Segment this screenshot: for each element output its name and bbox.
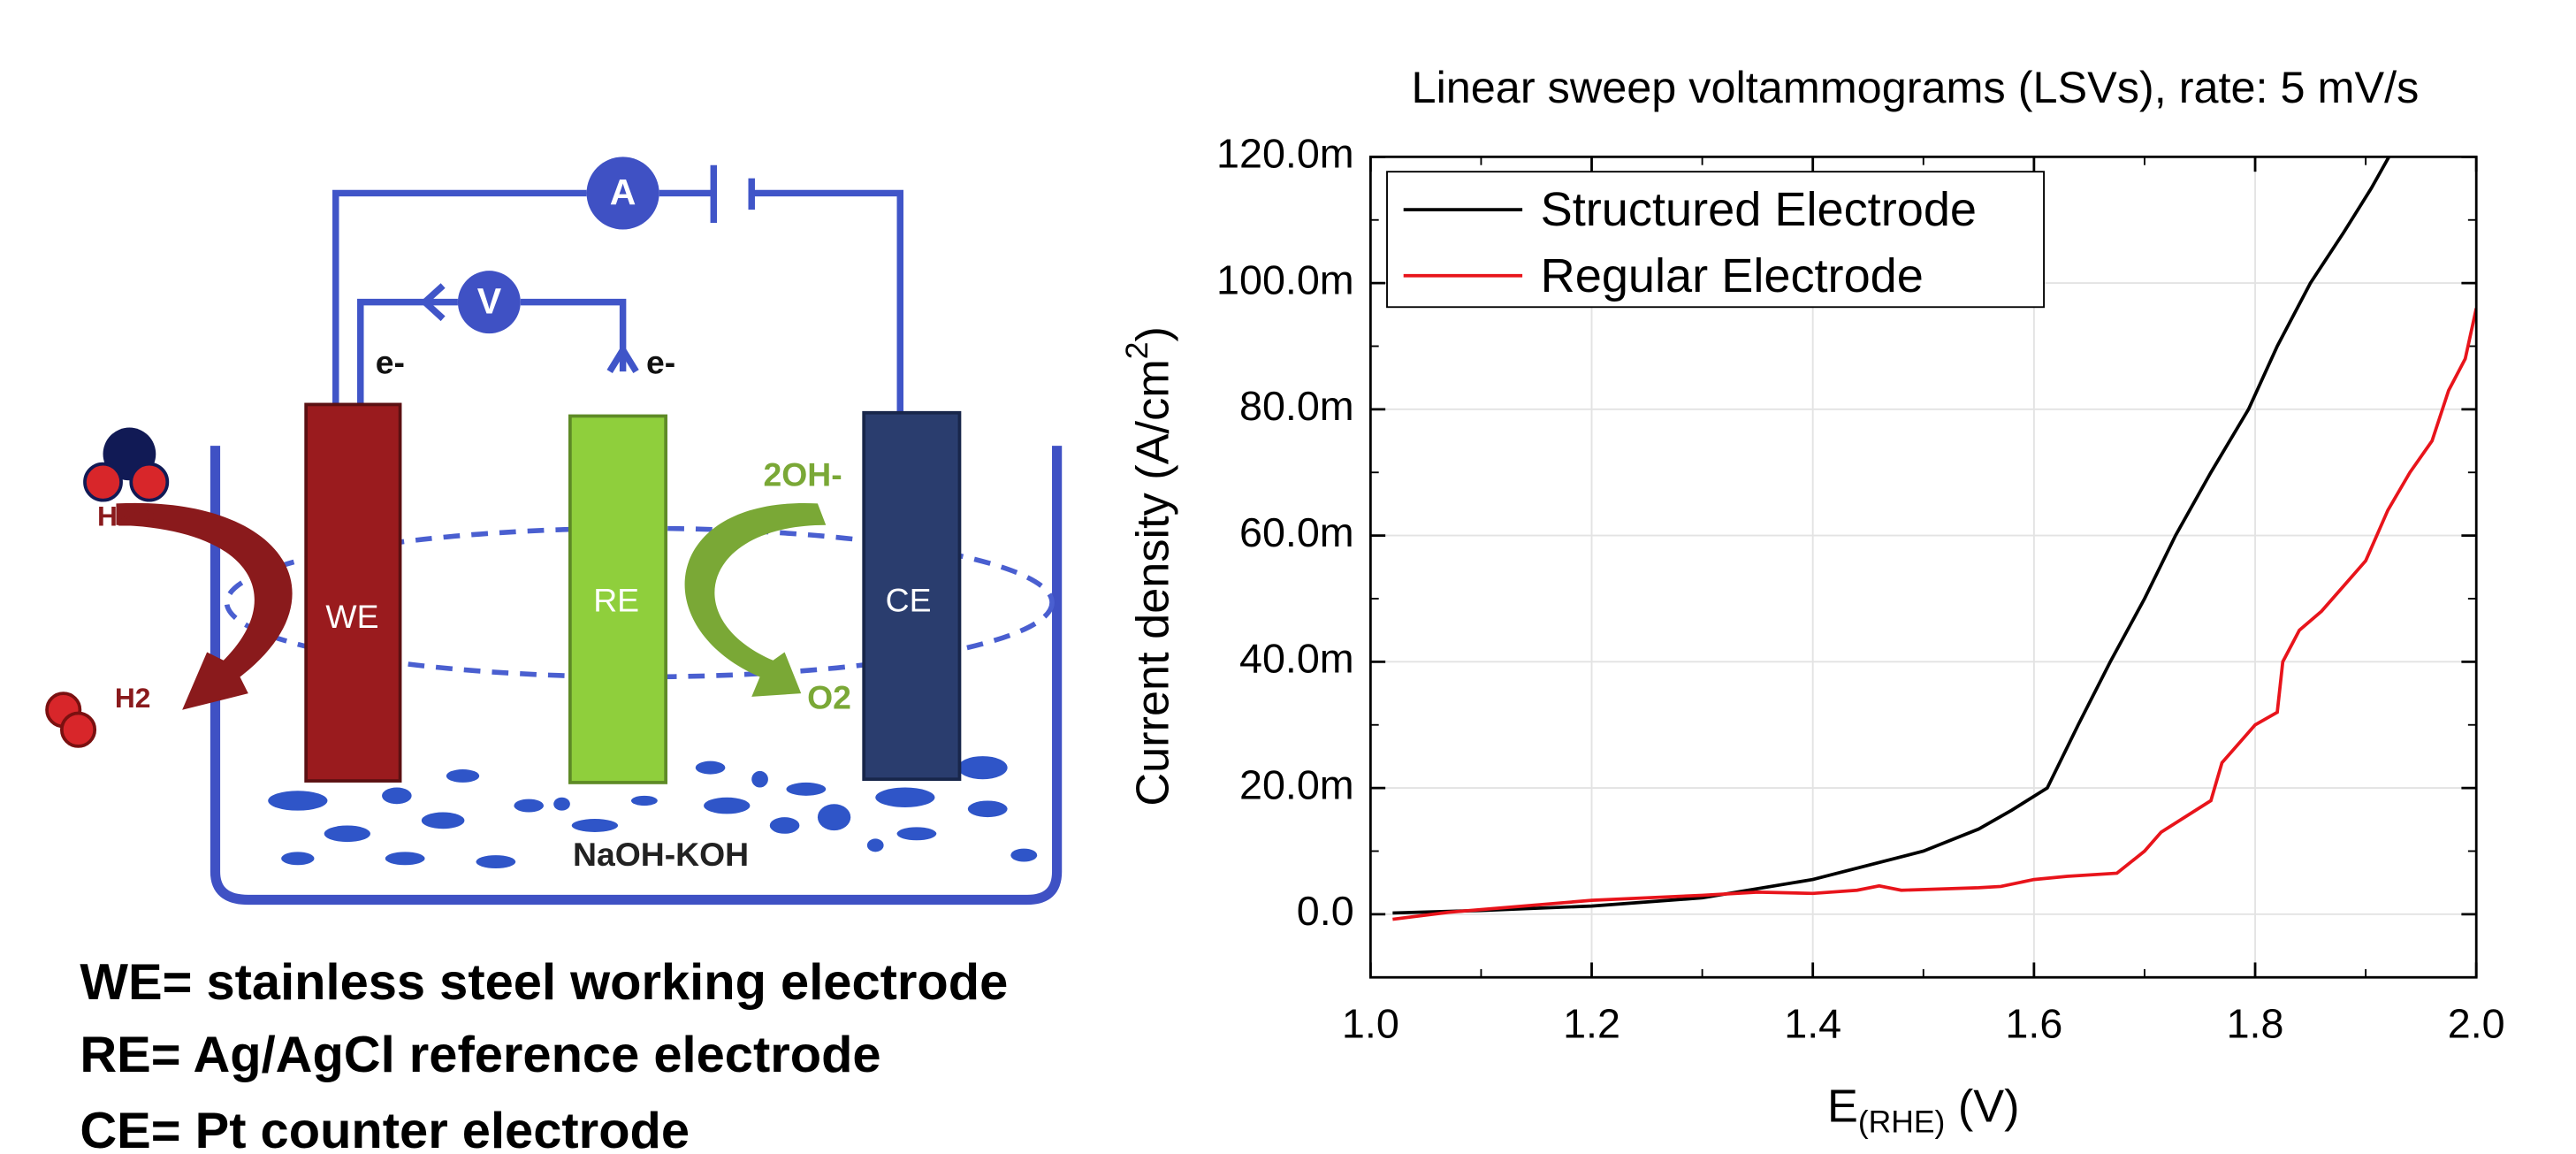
beaker (210, 446, 1063, 906)
oh-label: 2OH- (764, 455, 842, 493)
legend-label: Structured Electrode (1541, 183, 1977, 236)
chart-title: Linear sweep voltammograms (LSVs), rate:… (1412, 62, 2420, 112)
x-tick-label: 1.6 (2005, 1001, 2062, 1047)
legend-box (1386, 171, 2045, 309)
molecule (59, 711, 97, 748)
x-tick-label: 2.0 (2448, 1001, 2505, 1047)
ammeter-label: A (610, 172, 636, 212)
y-tick-label: 40.0m (1239, 636, 1354, 682)
y-tick-label: 120.0m (1216, 131, 1354, 177)
we-label: WE (325, 598, 378, 635)
ammeter (586, 157, 659, 230)
y-label-sup: 2 (1119, 342, 1155, 360)
we-electrode (304, 402, 402, 783)
h2-label: H2 (115, 682, 151, 714)
x-label-sub: (RHE) (1858, 1104, 1946, 1140)
ce-label: CE (886, 581, 932, 618)
re-label: RE (593, 581, 639, 618)
re-electrode (568, 414, 668, 784)
x-label-part: (V) (1945, 1081, 2019, 1132)
cell-diagram: A V e- e- H2O H2 WE RE CE 2OH- O2 NaOH-K… (45, 157, 1063, 1154)
y-tick-label: 20.0m (1239, 761, 1354, 807)
y-tick-label: 60.0m (1239, 509, 1354, 555)
y-label-part: ) (1127, 326, 1178, 341)
electron-label: e- (376, 343, 405, 380)
x-tick-label: 1.0 (1342, 1001, 1399, 1047)
y-label-part: Current density (A/cm (1127, 359, 1178, 806)
x-tick-label: 1.4 (1784, 1001, 1841, 1047)
voltmeter-label: V (477, 280, 502, 321)
x-axis-label: E(RHE) (V) (1827, 1081, 2020, 1139)
x-tick-label: 1.2 (1563, 1001, 1620, 1047)
y-axis-label: Current density (A/cm2) (1119, 326, 1178, 806)
caption: CE= Pt counter electrode (80, 1103, 690, 1154)
molecule (83, 462, 123, 502)
caption: RE= Ag/AgCl reference electrode (80, 1027, 880, 1083)
x-label-part: E (1827, 1081, 1858, 1132)
bubbles (268, 756, 1038, 869)
h2o-arrow (116, 502, 293, 710)
electrolyte-label: NaOH-KOH (573, 836, 749, 873)
circuit-wire (332, 189, 903, 413)
x-tick-label: 1.8 (2227, 1001, 2284, 1047)
oh-arrow (684, 503, 827, 697)
arrow (420, 283, 446, 322)
y-tick-label: 0.0 (1297, 888, 1354, 934)
series-line (1392, 308, 2477, 921)
plot-frame (1368, 155, 2478, 979)
ce-electrode (862, 410, 962, 782)
molecule (129, 462, 170, 502)
y-tick-label: 80.0m (1239, 383, 1354, 429)
h2o-label: H2O (97, 501, 155, 532)
o2-label: O2 (807, 678, 851, 715)
caption: WE= stainless steel working electrode (80, 954, 1008, 1011)
legend-label: Regular Electrode (1541, 249, 1924, 302)
electron-label: e- (646, 343, 675, 380)
arrow (606, 343, 639, 374)
y-tick-label: 100.0m (1216, 256, 1354, 302)
voltmeter (457, 271, 521, 334)
